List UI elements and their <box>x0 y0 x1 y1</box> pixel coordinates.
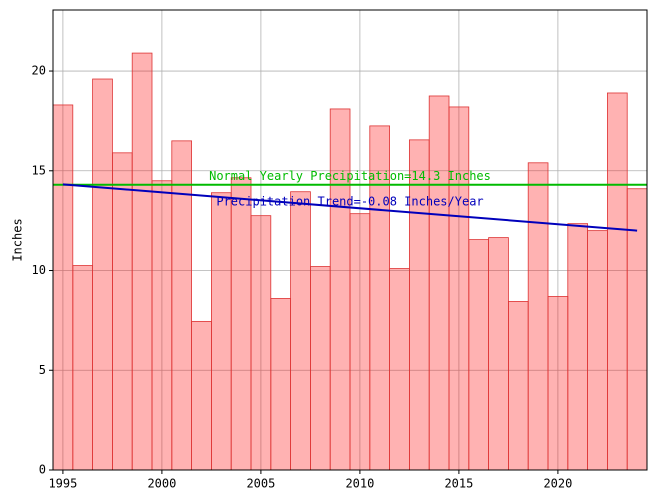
x-tick-label: 2005 <box>246 477 275 491</box>
bar <box>547 296 569 471</box>
bar <box>230 177 252 471</box>
bar <box>151 180 173 471</box>
bar <box>92 78 113 471</box>
x-tick-label: 1995 <box>48 477 77 491</box>
bar <box>488 237 509 471</box>
bar <box>587 230 608 471</box>
normal-label: Normal Yearly Precipitation=14.3 Inches <box>209 169 491 183</box>
bar <box>527 162 549 471</box>
bar <box>448 106 470 471</box>
bar <box>131 52 153 471</box>
x-tick-label: 2015 <box>444 477 473 491</box>
trend-label: Precipitation Trend=-0.08 Inches/Year <box>216 195 483 209</box>
trend-line <box>62 183 638 232</box>
bar <box>349 213 371 471</box>
y-tick-label: 5 <box>39 363 46 377</box>
y-axis-label: Inches <box>11 218 25 261</box>
y-tick-label: 20 <box>32 64 46 78</box>
bar <box>290 191 311 471</box>
y-tick-label: 10 <box>32 263 46 277</box>
x-tick-label: 2010 <box>345 477 374 491</box>
bar <box>52 104 74 471</box>
bar <box>72 265 94 471</box>
bar <box>428 95 450 471</box>
bar <box>210 192 232 471</box>
bar <box>507 301 529 471</box>
bar <box>408 139 430 471</box>
bar <box>270 298 291 471</box>
bar <box>309 266 331 471</box>
bar <box>607 92 628 471</box>
bar <box>250 215 272 471</box>
y-tick-label: 15 <box>32 163 46 177</box>
bar <box>468 239 489 471</box>
bar <box>191 320 212 471</box>
bar <box>567 223 588 471</box>
plot-frame <box>52 9 648 471</box>
x-tick-label: 2020 <box>543 477 572 491</box>
bar <box>389 268 410 471</box>
x-tick-label: 2000 <box>147 477 176 491</box>
y-tick-label: 0 <box>39 463 46 477</box>
bar <box>329 108 351 471</box>
bar <box>112 152 133 471</box>
bar <box>171 140 193 471</box>
